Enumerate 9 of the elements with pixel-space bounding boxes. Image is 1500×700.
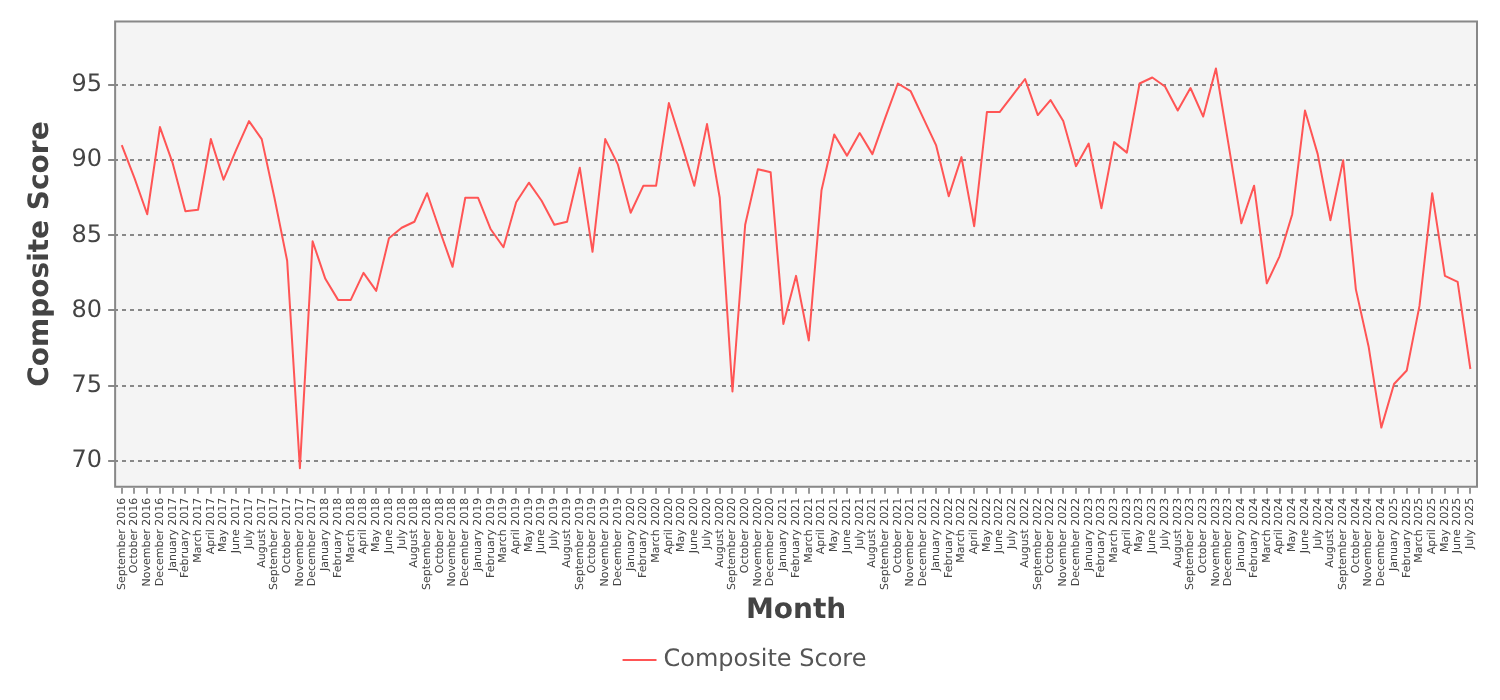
x-axis-title: Month — [745, 594, 847, 627]
y-tick-label: 95 — [71, 69, 103, 98]
y-tick-label: 75 — [71, 369, 103, 398]
legend-label: Composite Score — [663, 644, 867, 673]
y-tick-label: 85 — [71, 219, 103, 248]
y-tick-label: 90 — [71, 144, 103, 173]
y-tick-label: 70 — [71, 444, 103, 473]
y-axis-title: Composite Score — [24, 121, 57, 387]
y-tick-label: 80 — [71, 294, 103, 323]
